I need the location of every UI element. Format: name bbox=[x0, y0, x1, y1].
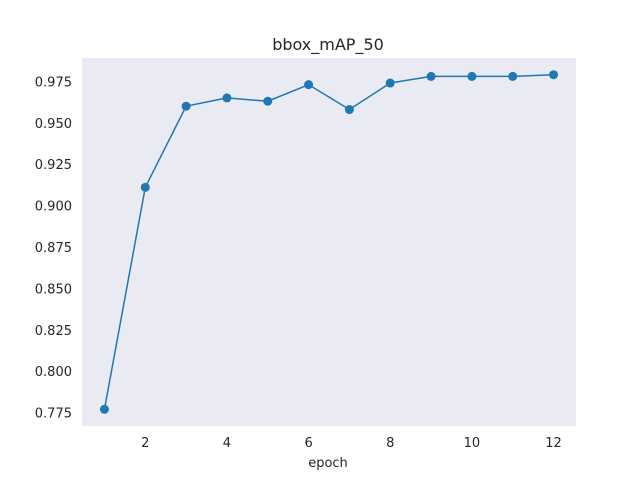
data-point bbox=[549, 70, 559, 80]
data-point bbox=[508, 71, 518, 81]
series-line bbox=[103, 73, 554, 410]
data-point bbox=[344, 105, 354, 115]
x-axis-label: epoch bbox=[308, 456, 348, 471]
x-tick-label: 10 bbox=[464, 436, 481, 451]
x-tick-label: 12 bbox=[545, 436, 562, 451]
data-point bbox=[181, 101, 191, 111]
y-tick-label: 0.900 bbox=[35, 200, 72, 215]
y-tick-label: 0.950 bbox=[35, 117, 72, 132]
data-point bbox=[263, 96, 273, 106]
data-point bbox=[140, 182, 150, 192]
data-point bbox=[426, 71, 436, 81]
y-tick-label: 0.875 bbox=[35, 241, 72, 256]
plot-area bbox=[82, 58, 576, 426]
y-axis: 0.775 0.800 0.825 0.850 0.875 0.900 0.925 0.950… bbox=[35, 75, 72, 421]
x-axis: 2 4 6 8 10 12 bbox=[141, 436, 562, 451]
x-tick-label: 4 bbox=[223, 436, 231, 451]
data-point bbox=[385, 78, 395, 88]
y-tick-label: 0.925 bbox=[35, 158, 72, 173]
x-tick-label: 8 bbox=[386, 436, 394, 451]
data-point bbox=[304, 80, 314, 90]
data-point bbox=[99, 404, 109, 414]
y-tick-label: 0.825 bbox=[35, 324, 72, 339]
y-tick-label: 0.975 bbox=[35, 75, 72, 90]
chart-title: bbox_mAP_50 bbox=[272, 35, 384, 55]
x-tick-label: 6 bbox=[304, 436, 312, 451]
data-point bbox=[222, 93, 232, 103]
y-tick-label: 0.775 bbox=[35, 407, 72, 422]
data-points bbox=[99, 70, 559, 414]
x-tick-label: 2 bbox=[141, 436, 149, 451]
y-tick-label: 0.800 bbox=[35, 365, 72, 380]
y-tick-label: 0.850 bbox=[35, 282, 72, 297]
data-point bbox=[467, 71, 477, 81]
